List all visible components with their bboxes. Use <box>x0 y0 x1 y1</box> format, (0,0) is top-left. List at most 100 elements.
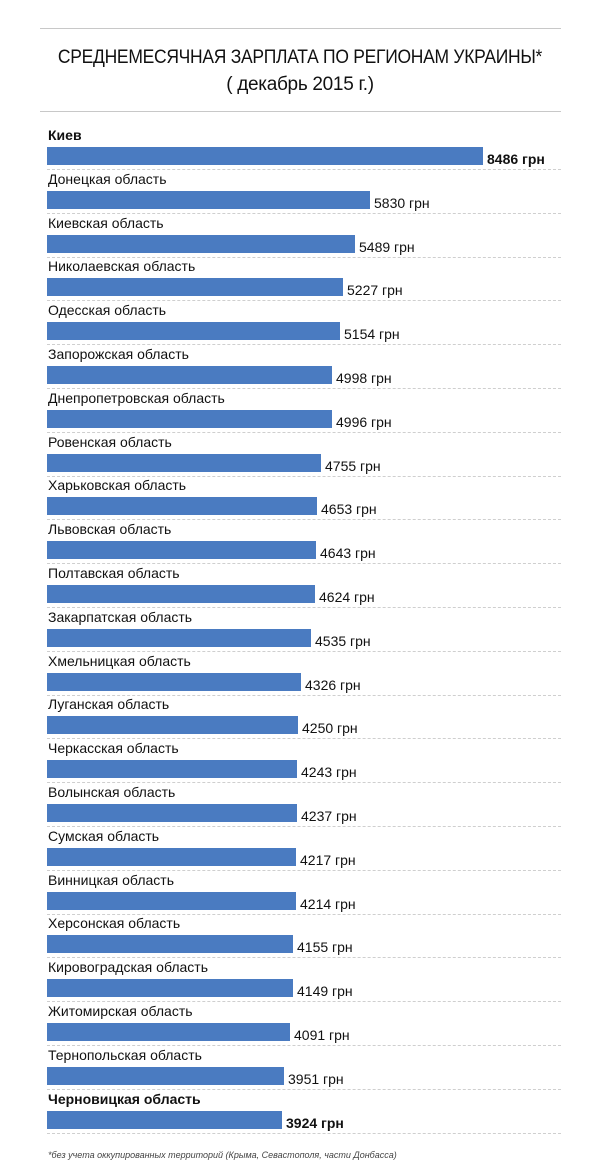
chart-row: Киевская область 5489 грн <box>0 215 600 259</box>
category-label: Винницкая область <box>48 871 174 888</box>
value-label: 4996 грн <box>336 413 392 430</box>
row-separator <box>47 1132 561 1134</box>
value-label: 4755 грн <box>325 457 381 474</box>
chart-row: Кировоградская область 4149 грн <box>0 959 600 1003</box>
row-separator <box>47 869 561 871</box>
row-separator <box>47 256 561 258</box>
chart-row: Черкасская область 4243 грн <box>0 740 600 784</box>
bar <box>47 672 301 691</box>
bar <box>47 760 297 779</box>
category-label: Ровенская область <box>48 433 172 450</box>
value-label: 5227 грн <box>347 282 403 299</box>
row-separator <box>47 738 561 740</box>
bar <box>47 847 296 866</box>
category-label: Черкасская область <box>48 740 179 757</box>
chart-row: Закарпатская область 4535 грн <box>0 609 600 653</box>
row-separator <box>47 607 561 608</box>
value-label: 4217 грн <box>300 851 356 868</box>
bar <box>47 1023 290 1041</box>
bar <box>47 935 293 954</box>
value-label: 4149 грн <box>297 983 353 1000</box>
category-label: Сумская область <box>48 827 160 844</box>
value-label: 3924 грн <box>286 1114 344 1131</box>
category-label: Одесская область <box>48 302 167 319</box>
value-label: 4250 грн <box>302 720 358 737</box>
top-rule <box>40 28 561 29</box>
bar <box>47 804 297 822</box>
row-separator <box>47 300 561 302</box>
value-label: 8486 грн <box>487 151 545 167</box>
bar <box>47 541 316 560</box>
row-separator <box>47 913 561 915</box>
chart-row: Харьковская область 4653 грн <box>0 477 600 521</box>
row-separator <box>47 782 561 784</box>
bar <box>47 453 321 472</box>
value-label: 4998 грн <box>336 370 392 386</box>
chart-row: Киев 8486 грн <box>0 127 600 171</box>
bar <box>47 234 355 253</box>
row-separator <box>47 1045 561 1046</box>
chart-row: Ровенская область 4755 грн <box>0 434 600 478</box>
chart-subtitle: ( декабрь 2015 г.) <box>226 74 374 95</box>
bar <box>47 322 340 341</box>
value-label: 5830 грн <box>374 194 430 211</box>
category-label: Черновицкая область <box>48 1090 201 1107</box>
row-separator <box>47 431 561 433</box>
footnote: *без учета оккупированных территорий (Кр… <box>48 1150 397 1160</box>
chart-row: Днепропетровская область 4996 грн <box>0 390 600 434</box>
row-separator <box>47 212 561 214</box>
value-label: 4214 грн <box>300 895 356 912</box>
chart-row: Волынская область 4237 грн <box>0 784 600 828</box>
category-label: Херсонская область <box>48 915 181 932</box>
category-label: Тернопольская область <box>48 1046 202 1063</box>
category-label: Донецкая область <box>48 170 167 187</box>
row-separator <box>47 344 561 346</box>
value-label: 5154 грн <box>344 326 400 343</box>
chart-row: Житомирская область 4091 грн <box>0 1003 600 1047</box>
bar <box>47 366 332 384</box>
bar <box>47 190 370 209</box>
chart-row: Львовская область 4643 грн <box>0 521 600 565</box>
value-label: 4326 грн <box>305 676 361 693</box>
row-separator <box>47 826 561 827</box>
chart-row: Хмельницкая область 4326 грн <box>0 653 600 697</box>
chart-row: Винницкая область 4214 грн <box>0 872 600 916</box>
bar <box>47 716 298 735</box>
chart-title: СРЕДНЕМЕСЯЧНАЯ ЗАРПЛАТА ПО РЕГИОНАМ УКРА… <box>57 47 543 68</box>
bar <box>47 497 317 516</box>
category-label: Запорожская область <box>48 346 189 362</box>
bar <box>47 585 315 603</box>
row-separator <box>47 694 561 696</box>
chart-row: Херсонская область 4155 грн <box>0 915 600 959</box>
row-separator <box>47 169 561 170</box>
bar <box>47 979 293 998</box>
chart-row: Сумская область 4217 грн <box>0 828 600 872</box>
chart-row: Тернопольская область 3951 грн <box>0 1047 600 1091</box>
bar <box>47 1110 282 1129</box>
category-label: Закарпатская область <box>48 608 193 625</box>
value-label: 4243 грн <box>301 764 357 781</box>
value-label: 3951 грн <box>288 1070 344 1087</box>
value-label: 5489 грн <box>359 238 415 255</box>
category-label: Кировоградская область <box>48 959 208 976</box>
category-label: Львовская область <box>48 521 172 538</box>
row-separator <box>47 519 561 521</box>
category-label: Днепропетровская область <box>48 389 225 406</box>
category-label: Полтавская область <box>48 565 180 581</box>
chart-row: Одесская область 5154 грн <box>0 302 600 346</box>
category-label: Хмельницкая область <box>48 652 191 669</box>
value-label: 4155 грн <box>297 939 353 956</box>
category-label: Житомирская область <box>48 1003 193 1019</box>
row-separator <box>47 388 561 389</box>
chart-row: Черновицкая область 3924 грн <box>0 1091 600 1135</box>
category-label: Киев <box>48 127 82 143</box>
row-separator <box>47 475 561 477</box>
chart-row: Донецкая область 5830 грн <box>0 171 600 215</box>
category-label: Николаевская область <box>48 258 196 275</box>
value-label: 4535 грн <box>315 632 371 649</box>
bar <box>47 891 296 910</box>
value-label: 4237 грн <box>301 808 357 824</box>
category-label: Киевская область <box>48 214 164 231</box>
bar <box>47 278 343 297</box>
